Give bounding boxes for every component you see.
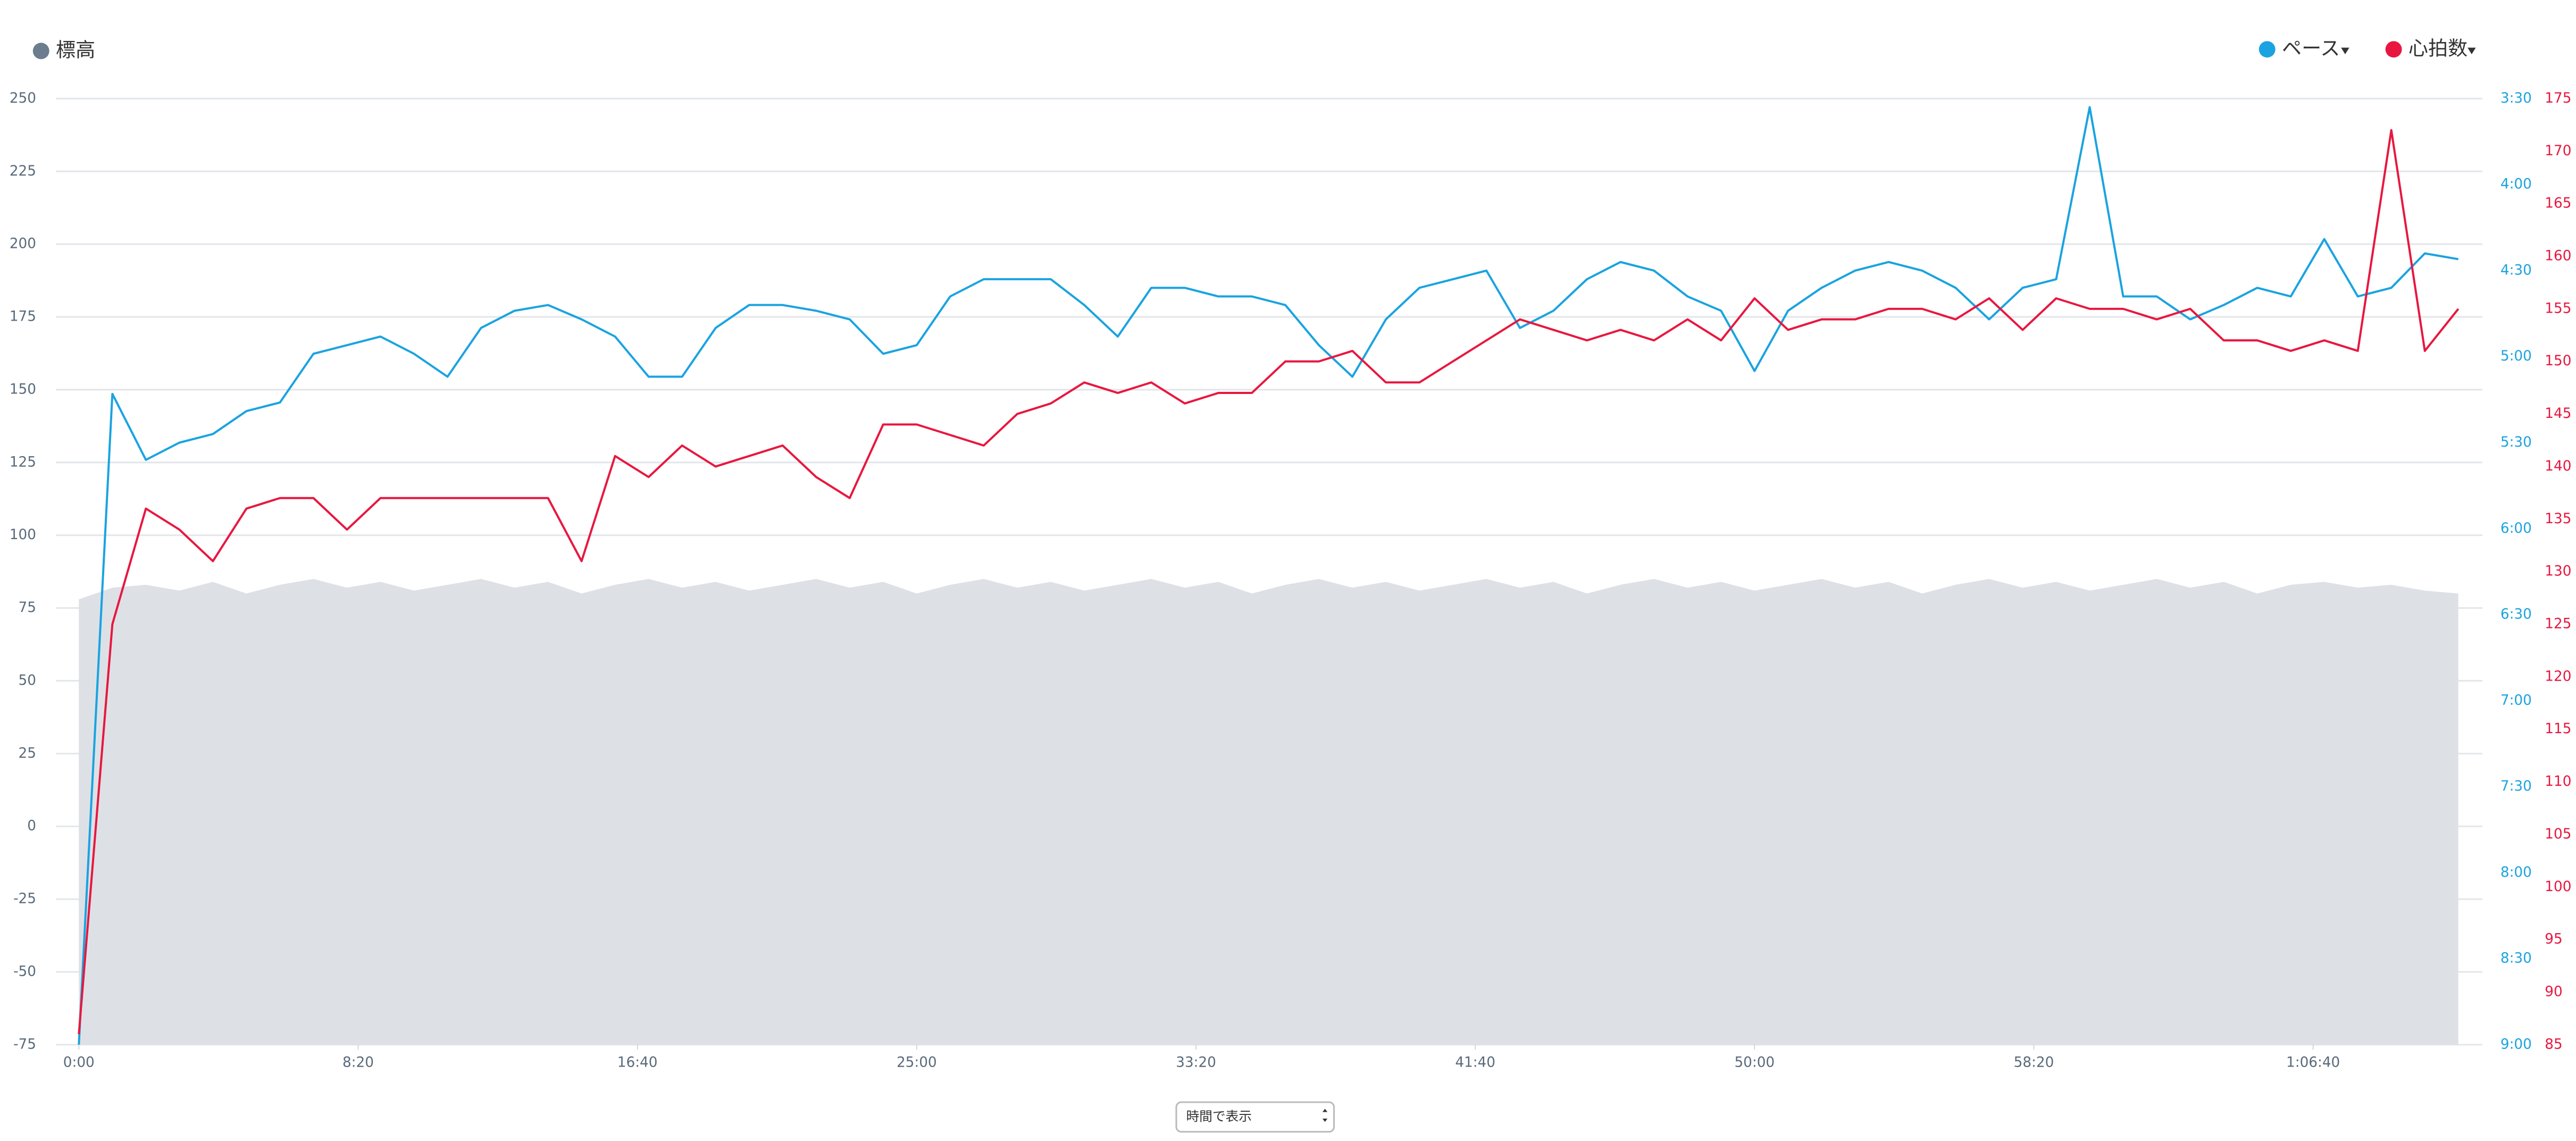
legend-label[interactable]: ペース	[2282, 37, 2340, 60]
y3-tick-label: 100	[2545, 879, 2571, 895]
y-tick-label: 200	[10, 236, 36, 252]
y3-tick-label: 150	[2545, 353, 2571, 369]
y2-tick-label: 4:00	[2500, 177, 2532, 192]
y2-tick-label: 8:00	[2500, 865, 2532, 880]
view-select[interactable]: 時間で表示	[1175, 1101, 1335, 1133]
y2-tick-label: 3:30	[2500, 90, 2532, 106]
y2-tick-label: 7:30	[2500, 778, 2532, 794]
y-tick-label: 125	[10, 454, 36, 470]
dropdown-arrow	[2468, 47, 2476, 55]
x-tick-label: 25:00	[897, 1054, 937, 1070]
x-tick-label: 16:40	[617, 1054, 658, 1070]
x-tick-label: 1:06:40	[2286, 1054, 2340, 1070]
legend: 標高 ペース 心拍数	[32, 37, 2476, 61]
select-label[interactable]: 時間で表示	[1186, 1109, 1252, 1124]
select-box[interactable]	[1175, 1101, 1335, 1133]
y3-tick-label: 140	[2545, 458, 2571, 474]
y-tick-label: 50	[19, 673, 36, 689]
y-tick-label: 150	[10, 381, 36, 397]
y3-tick-label: 85	[2545, 1036, 2562, 1052]
x-tick-label: 0:00	[63, 1054, 95, 1070]
y2-tick-label: 6:00	[2500, 521, 2532, 536]
y2-tick-label: 4:30	[2500, 262, 2532, 278]
line	[78, 129, 2460, 1035]
y3-tick-label: 90	[2545, 984, 2562, 1000]
y3-tick-label: 155	[2545, 300, 2571, 316]
legend-label[interactable]: 心拍数	[2408, 37, 2468, 60]
y3-tick-label: 160	[2545, 248, 2571, 264]
y-tick-label: -75	[13, 1036, 36, 1052]
y3-tick-label: 115	[2545, 721, 2571, 737]
legend-swatch	[32, 43, 49, 60]
x-tick-label: 33:20	[1176, 1054, 1216, 1070]
legend-swatch	[2385, 41, 2402, 58]
y3-tick-label: 120	[2545, 668, 2571, 684]
x-tick-label: 41:40	[1455, 1054, 1495, 1070]
y-tick-label: -50	[13, 963, 36, 979]
y2-tick-label: 5:00	[2500, 348, 2532, 364]
y3-tick-label: 110	[2545, 774, 2571, 790]
y3-tick-label: 105	[2545, 826, 2571, 842]
x-tick-label: 58:20	[2014, 1054, 2054, 1070]
y-tick-label: 0	[27, 818, 36, 834]
y2-tick-label: 5:30	[2500, 434, 2532, 450]
y-tick-label: 100	[10, 527, 36, 543]
y-tick-label: -25	[13, 891, 36, 907]
y-tick-label: 250	[10, 90, 36, 106]
dropdown-arrow[interactable]	[2341, 47, 2349, 55]
y3-tick-label: 130	[2545, 564, 2571, 580]
y-tick-label: 75	[19, 600, 36, 616]
y3-tick-label: 145	[2545, 406, 2571, 422]
y3-tick-label: 95	[2545, 932, 2562, 947]
y-tick-label: 175	[10, 309, 36, 325]
y3-tick-label: 125	[2545, 616, 2571, 632]
y3-tick-label: 170	[2545, 143, 2571, 159]
y2-tick-label: 7:00	[2500, 692, 2532, 708]
y3-tick-label: 165	[2545, 196, 2571, 212]
y3-tick-label: 175	[2545, 90, 2571, 106]
y-tick-label: 225	[10, 163, 36, 179]
y2-tick-label: 6:30	[2500, 607, 2532, 623]
x-tick-label: 8:20	[342, 1054, 374, 1070]
legend-label[interactable]: 標高	[56, 38, 95, 61]
legend-swatch	[2259, 41, 2276, 58]
line	[78, 106, 2459, 1045]
x-tick-label: 50:00	[1734, 1054, 1775, 1070]
y3-tick-label: 135	[2545, 511, 2571, 527]
area	[79, 578, 2458, 1045]
plot	[56, 97, 2482, 1046]
y2-tick-label: 9:00	[2500, 1036, 2532, 1052]
y2-tick-label: 8:30	[2500, 951, 2532, 967]
y-tick-label: 25	[19, 745, 36, 761]
